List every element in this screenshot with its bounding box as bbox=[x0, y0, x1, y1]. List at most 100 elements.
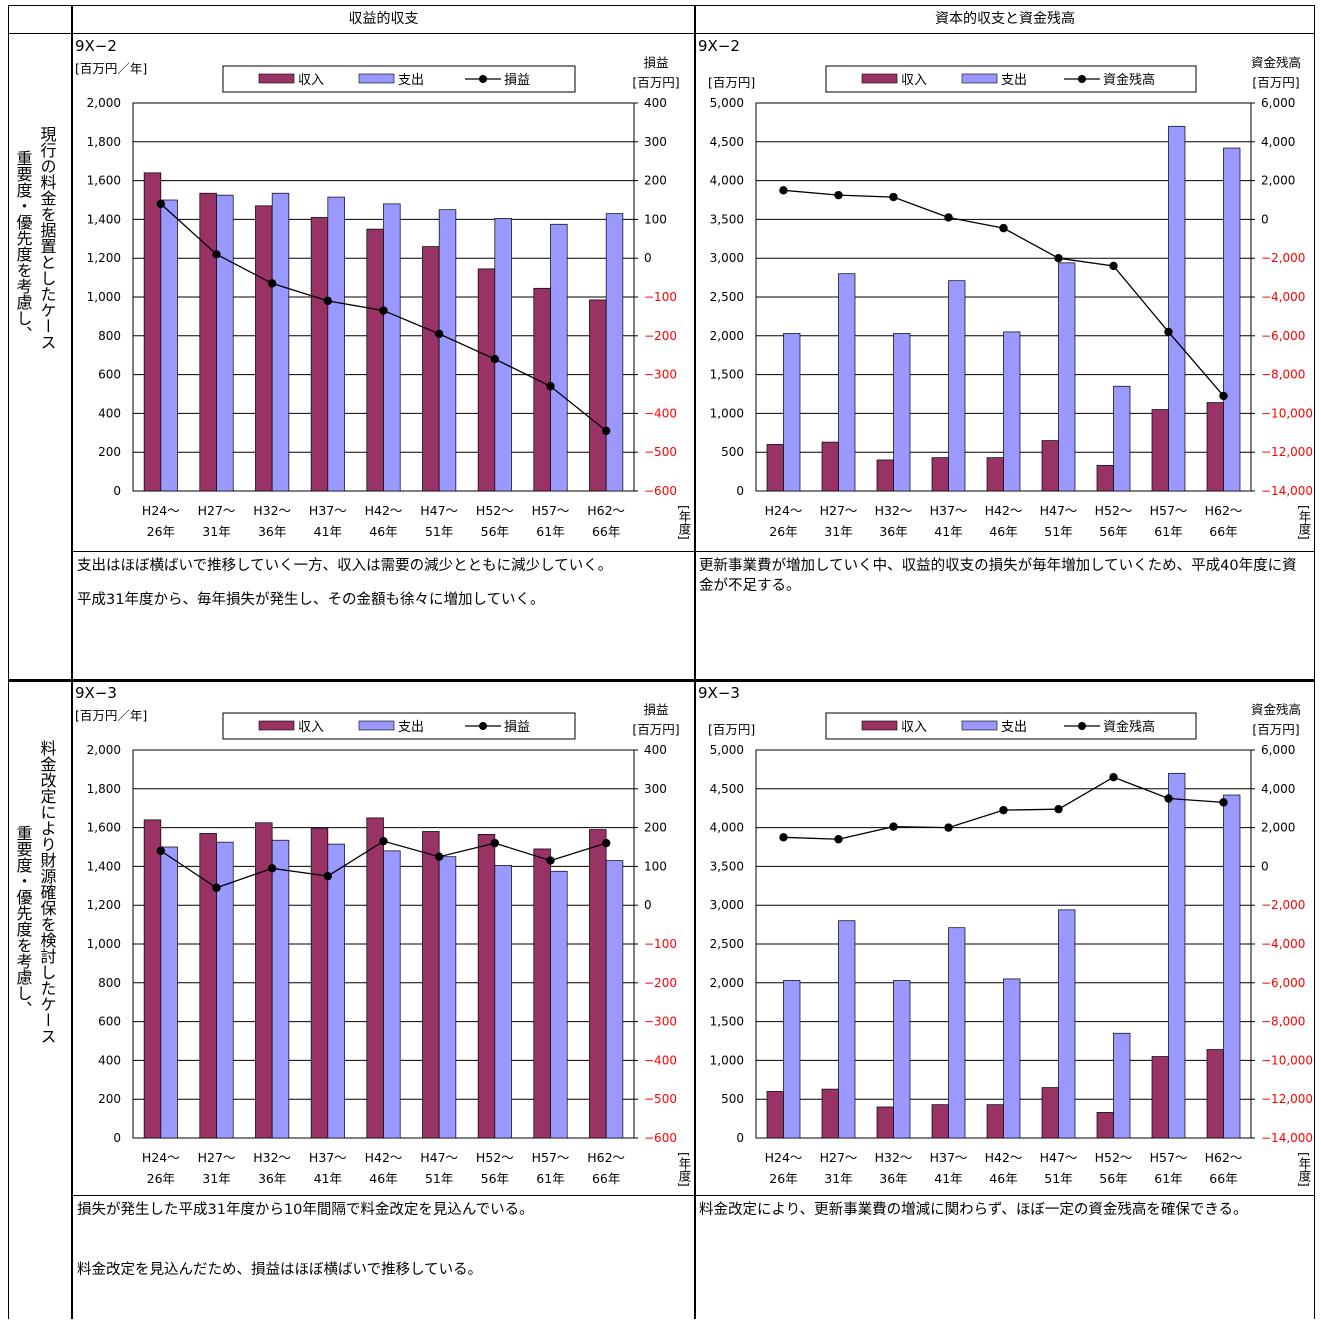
y2-axis-unit-label: [百万円] bbox=[632, 75, 679, 90]
x-tick-label: 56年 bbox=[481, 1171, 509, 1186]
bar-収入 bbox=[1096, 1112, 1114, 1139]
bar-収入 bbox=[931, 457, 949, 492]
bar-支出 bbox=[550, 223, 568, 492]
x-tick-label: 56年 bbox=[1099, 1171, 1127, 1186]
legend-swatch-収入 bbox=[258, 73, 295, 84]
x-tick-label: 26年 bbox=[147, 524, 175, 539]
point-損益 bbox=[323, 296, 333, 306]
table-border-row-divider bbox=[8, 679, 1315, 682]
bar-収入 bbox=[422, 246, 440, 492]
y-tick-label: 1,000 bbox=[87, 290, 121, 304]
bar-支出 bbox=[271, 839, 290, 1139]
x-tick-label: H52〜 bbox=[1095, 503, 1133, 518]
desc-divider-row1 bbox=[72, 551, 1315, 552]
row1-left-description: 支出はほぼ横ばいで推移していく一方、収入は需要の減少とともに減少していく。 平成… bbox=[77, 556, 689, 624]
desc-paragraph: 損失が発生した平成31年度から10年間隔で料金改定を見込んでいる。 bbox=[77, 1202, 534, 1218]
x-tick-label: 46年 bbox=[369, 1171, 397, 1186]
bar-収入 bbox=[876, 459, 894, 492]
x-tick-label: H37〜 bbox=[930, 1150, 968, 1165]
point-損益 bbox=[156, 846, 166, 856]
header-left: 収益的収支 bbox=[348, 11, 419, 27]
y2-tick-label: −500 bbox=[644, 445, 677, 459]
legend-label-収入: 収入 bbox=[901, 720, 927, 735]
chart-title: 9X−3 bbox=[75, 684, 117, 702]
y2-axis-unit-label: [百万円] bbox=[1252, 722, 1299, 737]
legend-label-収入: 収入 bbox=[298, 73, 324, 88]
y2-tick-label: −4,000 bbox=[1261, 290, 1305, 304]
legend-swatch-収入 bbox=[861, 73, 898, 84]
y-tick-label: 0 bbox=[113, 1131, 121, 1145]
y2-tick-label: 4,000 bbox=[1261, 782, 1295, 796]
row2-side-label-line1: 重要度・優先度を考慮し、 bbox=[13, 825, 33, 1017]
point-損益 bbox=[212, 883, 221, 892]
point-資金残高 bbox=[779, 186, 788, 195]
y-axis-unit-label: [百万円／年] bbox=[75, 61, 147, 76]
row1-side-label-line1: 重要度・優先度を考慮し、 bbox=[13, 150, 33, 342]
legend-label-収入: 収入 bbox=[901, 73, 927, 88]
y-tick-label: 500 bbox=[721, 445, 744, 459]
y-axis-unit-label: [百万円] bbox=[708, 722, 755, 737]
chart-revenue-expense-9x2: 9X−2 [百万円／年] 損益 [百万円] 0 200 400 600 800 1,000 1,20… bbox=[75, 37, 692, 540]
point-資金残高 bbox=[999, 805, 1008, 815]
row2-right-description: 料金改定により、更新事業費の増減に関わらず、ほぼ一定の資金残高を確保できる。 bbox=[699, 1200, 1311, 1234]
x-tick-label: 26年 bbox=[147, 1171, 175, 1186]
bar-収入 bbox=[143, 172, 162, 492]
y-tick-label: 3,000 bbox=[710, 251, 744, 265]
y2-tick-label: 100 bbox=[644, 212, 667, 226]
y-axis-unit-label: [百万円／年] bbox=[75, 708, 147, 723]
bar-支出 bbox=[838, 920, 856, 1139]
table-border-side-column bbox=[71, 5, 73, 1319]
y-tick-label: 2,500 bbox=[710, 290, 744, 304]
table-border-middle bbox=[694, 5, 696, 1319]
y-tick-label: 500 bbox=[721, 1092, 744, 1106]
point-損益 bbox=[601, 426, 611, 436]
bar-収入 bbox=[366, 228, 384, 492]
y-tick-label: 0 bbox=[736, 484, 744, 498]
y2-axis-label: 資金残高 bbox=[1251, 702, 1301, 717]
y2-tick-label: −14,000 bbox=[1261, 1131, 1313, 1145]
point-資金残高 bbox=[1164, 794, 1173, 803]
bar-支出 bbox=[1168, 125, 1186, 492]
bar-支出 bbox=[1113, 1032, 1131, 1139]
x-tick-label: H62〜 bbox=[587, 1150, 625, 1165]
bar-収入 bbox=[589, 299, 607, 492]
y-tick-label: 200 bbox=[98, 445, 121, 459]
bar-収入 bbox=[986, 457, 1004, 492]
x-tick-label: 46年 bbox=[369, 524, 397, 539]
bar-支出 bbox=[494, 218, 512, 492]
y2-tick-label: −4,000 bbox=[1261, 937, 1305, 951]
point-資金残高 bbox=[1054, 804, 1063, 814]
y2-tick-label: −6,000 bbox=[1261, 329, 1305, 343]
y-tick-label: 1,000 bbox=[710, 1053, 744, 1067]
point-損益 bbox=[434, 852, 444, 861]
bar-支出 bbox=[550, 870, 568, 1139]
x-tick-label: H52〜 bbox=[1095, 1150, 1133, 1165]
point-資金残高 bbox=[834, 835, 843, 844]
bar-収入 bbox=[422, 831, 440, 1139]
y-tick-label: 5,000 bbox=[710, 743, 744, 757]
x-tick-label: H57〜 bbox=[532, 503, 570, 518]
y2-tick-label: 200 bbox=[644, 821, 667, 835]
point-資金残高 bbox=[1219, 798, 1228, 807]
y2-tick-label: −600 bbox=[644, 484, 677, 498]
point-損益 bbox=[546, 856, 555, 865]
bar-収入 bbox=[533, 848, 551, 1139]
bar-収入 bbox=[477, 834, 496, 1139]
y-tick-label: 600 bbox=[98, 1015, 121, 1029]
bar-支出 bbox=[1003, 978, 1021, 1139]
bar-支出 bbox=[1058, 262, 1076, 492]
x-tick-label: 36年 bbox=[879, 1171, 907, 1186]
bar-収入 bbox=[1206, 402, 1224, 492]
chart-title: 9X−3 bbox=[698, 684, 740, 702]
y2-axis-unit-label: [百万円] bbox=[632, 722, 679, 737]
x-tick-label: 31年 bbox=[824, 1171, 852, 1186]
y2-axis-label: 損益 bbox=[643, 55, 668, 70]
y-tick-label: 1,500 bbox=[710, 1015, 744, 1029]
x-tick-label: 66年 bbox=[1209, 1171, 1237, 1186]
y2-tick-label: 6,000 bbox=[1261, 743, 1295, 757]
x-tick-label: H57〜 bbox=[1150, 1150, 1188, 1165]
y-axis-unit-label: [百万円] bbox=[708, 75, 755, 90]
y-tick-label: 2,000 bbox=[710, 976, 744, 990]
x-tick-label: H27〜 bbox=[198, 1150, 236, 1165]
